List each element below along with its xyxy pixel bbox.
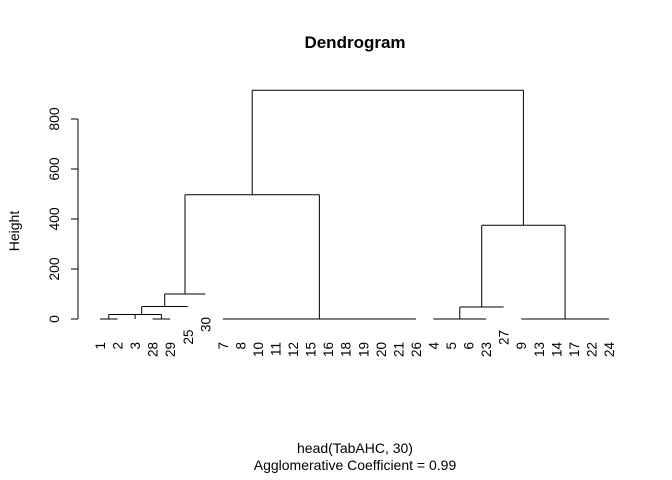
y-tick-label: 0: [46, 315, 62, 323]
leaf-label: 12: [286, 342, 301, 357]
y-tick-label: 200: [46, 257, 62, 281]
leaf-label: 11: [269, 342, 284, 356]
y-axis: 0 200 400 600 800: [46, 107, 79, 323]
x-axis-label: head(TabAHC, 30): [297, 440, 413, 456]
leaf-label: 16: [321, 342, 336, 357]
y-tick-label: 800: [46, 107, 62, 131]
leaf-label: 18: [339, 342, 354, 357]
leaf-label: 13: [532, 342, 547, 357]
leaf-label: 7: [216, 342, 231, 350]
y-tick-label: 400: [46, 207, 62, 231]
leaf-label: 21: [391, 342, 406, 357]
leaf-label: 14: [549, 342, 564, 358]
dendrogram-tree: [100, 89, 609, 320]
leaf-label: 29: [163, 342, 178, 357]
chart-title: Dendrogram: [304, 33, 405, 52]
leaf-label: 9: [514, 342, 529, 350]
leaf-label: 24: [602, 342, 617, 358]
y-tick-label: 600: [46, 157, 62, 181]
leaf-label: 8: [233, 342, 248, 350]
leaf-label: 4: [426, 342, 441, 350]
leaf-label: 23: [479, 342, 494, 357]
leaf-label: 19: [356, 342, 371, 357]
leaf-label: 5: [444, 342, 459, 350]
leaf-label: 27: [497, 330, 512, 345]
leaf-label: 30: [198, 317, 213, 332]
chart-subtitle: Agglomerative Coefficient = 0.99: [254, 457, 457, 473]
y-axis-label: Height: [6, 211, 22, 252]
leaf-label: 15: [304, 342, 319, 357]
leaf-label: 2: [111, 342, 126, 350]
leaf-label: 26: [409, 342, 424, 357]
leaf-label: 10: [251, 342, 266, 357]
leaf-label: 6: [462, 342, 477, 350]
leaf-label: 20: [374, 342, 389, 357]
leaf-label: 22: [584, 342, 599, 357]
leaf-label: 25: [181, 330, 196, 345]
leaf-label: 17: [567, 342, 582, 357]
leaf-label: 1: [93, 342, 108, 350]
leaf-label: 3: [128, 342, 143, 350]
leaf-label: 28: [146, 342, 161, 357]
